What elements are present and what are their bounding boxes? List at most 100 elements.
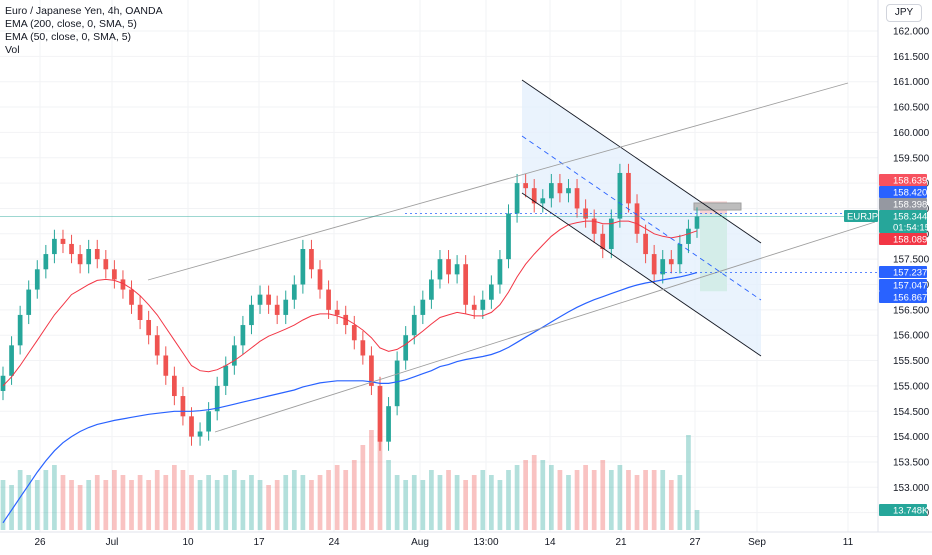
candle-body (360, 340, 366, 356)
legend-vol[interactable]: Vol (5, 44, 20, 56)
time-tick-label: Aug (411, 537, 429, 548)
volume-bar (600, 460, 606, 530)
volume-bar (617, 465, 623, 530)
time-tick-label: 13:00 (473, 537, 498, 548)
time-tick-label: 27 (689, 537, 701, 548)
rising-resistance-line (147, 82, 849, 281)
volume-bar (480, 470, 486, 530)
volume-bar (471, 475, 477, 530)
price-label-bg-countdown (879, 221, 927, 233)
volume-bar (86, 480, 92, 530)
candle-body (506, 213, 511, 260)
candle-body (420, 299, 426, 315)
volume-bar (411, 475, 417, 530)
candle-body (411, 314, 417, 336)
price-tick-label: 162.000 (893, 27, 930, 38)
volume-bar (514, 465, 520, 530)
candle-body (429, 279, 434, 300)
price-tick-label: 155.000 (893, 381, 930, 392)
price-label-bg-ema200 (879, 279, 927, 291)
price-label-bg-entry (879, 186, 927, 198)
price-tick-label: 159.500 (893, 153, 930, 164)
candle-body (43, 254, 49, 270)
volume-bar (686, 435, 691, 530)
price-label-bg-gray (879, 198, 927, 210)
legend-title[interactable]: Euro / Japanese Yen, 4h, OANDA (5, 5, 163, 17)
candle-body (214, 385, 220, 412)
volume-bar (257, 480, 263, 530)
candle-body (180, 396, 186, 417)
candle-body (608, 218, 614, 250)
volume-bar (172, 465, 177, 530)
volume-bar (52, 465, 57, 530)
volume-bar (489, 475, 494, 530)
candle-body (300, 249, 306, 285)
candle-body (531, 188, 537, 204)
volume-bar (189, 475, 194, 530)
candle-body (52, 238, 57, 255)
candle-body (291, 284, 297, 300)
candle-body (77, 254, 83, 265)
volume-bar (626, 470, 631, 530)
candle-body (120, 279, 126, 290)
volume-bar (223, 475, 229, 530)
volume-bar (300, 475, 306, 530)
candle-body (94, 249, 100, 260)
price-tick-label: 160.000 (893, 128, 930, 139)
candle-body (326, 289, 331, 310)
candle-body (60, 238, 66, 244)
candles (0, 163, 700, 451)
volume-bar (154, 470, 160, 530)
candle-body (566, 188, 571, 194)
candle-body (69, 243, 74, 255)
candle-body (480, 299, 486, 310)
volume-bar (608, 470, 614, 530)
volume-bar (548, 465, 554, 530)
position-handle (693, 202, 742, 211)
candle-body (454, 264, 460, 275)
price-label-bg-symbol (844, 210, 878, 222)
volume-bar (386, 460, 391, 530)
volume-bar (557, 470, 563, 530)
volume-bar (0, 480, 6, 530)
price-label-red: 158.089 (893, 235, 927, 246)
currency-button[interactable]: JPY (886, 4, 922, 22)
candle-body (274, 304, 280, 315)
volume-bar (523, 460, 528, 530)
legend-ema50[interactable]: EMA (50, close, 0, SMA, 5) (5, 31, 132, 43)
price-tick-label: 161.000 (893, 77, 930, 88)
volume-bar (180, 470, 186, 530)
volume-bar (266, 485, 271, 530)
time-tick-label: Sep (748, 537, 766, 548)
candle-body (343, 314, 349, 326)
legend-ema200[interactable]: EMA (200, close, 0, SMA, 5) (5, 18, 137, 30)
price-label-ema200: 157.047 (893, 281, 927, 292)
time-axis[interactable]: 26 Jul 10 17 24 Aug 13:00 14 21 27 Sep 11 (34, 537, 853, 548)
time-tick-label: 26 (34, 537, 46, 548)
candle-body (514, 183, 520, 214)
volume-bar (668, 480, 674, 530)
price-label-ema200: 157.237 (893, 268, 927, 279)
volume-bar (43, 470, 49, 530)
volume-bar (240, 480, 246, 530)
candle-body (317, 269, 323, 290)
volume-bar (677, 475, 683, 530)
volume-bar (214, 480, 220, 530)
candle-body (437, 259, 443, 280)
price-tick-label: 160.500 (893, 103, 930, 114)
candle-body (129, 289, 134, 305)
price-tick-label: 154.000 (893, 432, 930, 443)
volume-bar (437, 475, 443, 530)
volume-bar (343, 470, 349, 530)
candle-body (231, 345, 237, 366)
price-label-gray: 158.398 (893, 200, 927, 211)
candle-body (0, 375, 6, 391)
volume-bar (497, 480, 503, 530)
price-tick-label: 153.500 (893, 457, 930, 468)
volume-bar (291, 470, 297, 530)
target-zone (700, 213, 727, 292)
volume-bar (146, 480, 152, 530)
price-label-countdown: 01:54:15 (893, 223, 930, 234)
